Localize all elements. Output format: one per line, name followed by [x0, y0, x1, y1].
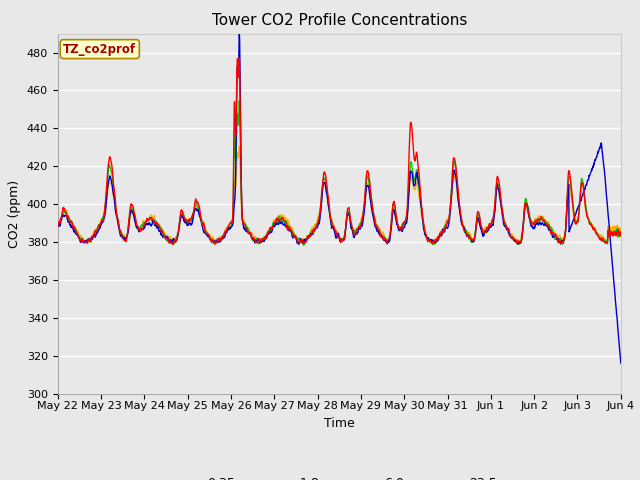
- Title: Tower CO2 Profile Concentrations: Tower CO2 Profile Concentrations: [211, 13, 467, 28]
- Y-axis label: CO2 (ppm): CO2 (ppm): [8, 180, 21, 248]
- Legend: 0.35m, 1.8m, 6.0m, 23.5m: 0.35m, 1.8m, 6.0m, 23.5m: [164, 472, 514, 480]
- Text: TZ_co2prof: TZ_co2prof: [63, 43, 136, 56]
- X-axis label: Time: Time: [324, 417, 355, 430]
